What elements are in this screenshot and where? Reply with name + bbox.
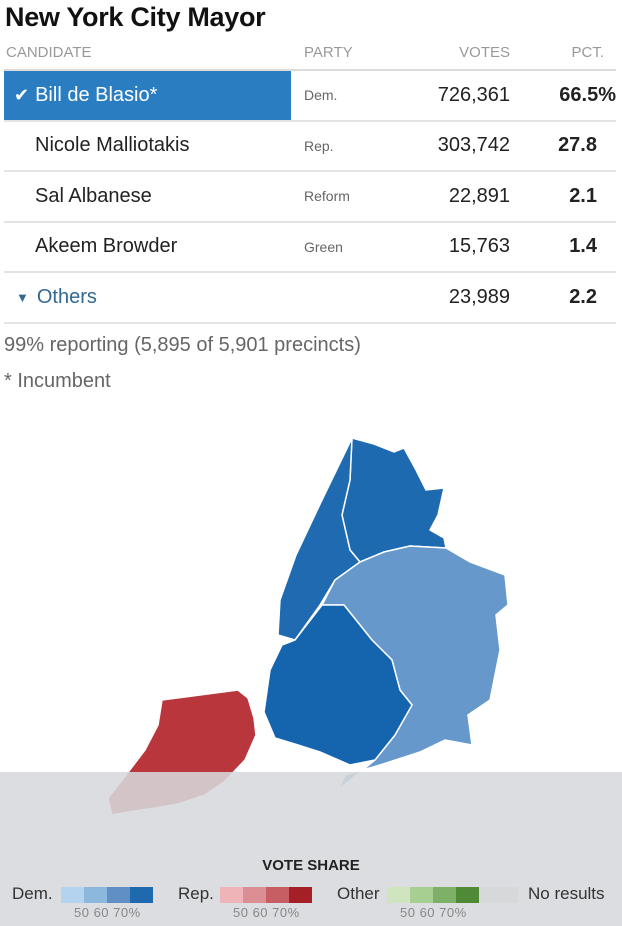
candidate-pct: 27.8 bbox=[558, 134, 597, 157]
winner-highlight bbox=[4, 71, 291, 120]
legend-swatch bbox=[243, 887, 266, 903]
header-candidate: CANDIDATE bbox=[6, 44, 92, 61]
table-row: Akeem Browder Green 15,763 1.4 bbox=[4, 223, 616, 273]
legend-swatch bbox=[387, 887, 410, 903]
candidate-pct: 66.5% bbox=[559, 83, 616, 106]
candidate-pct: 2.1 bbox=[569, 184, 597, 207]
page-title: New York City Mayor bbox=[5, 2, 266, 32]
others-toggle[interactable]: ▼ Others bbox=[4, 273, 97, 322]
header-pct: PCT. bbox=[571, 44, 604, 61]
candidate-votes: 303,742 bbox=[437, 134, 510, 157]
candidate-party: Green bbox=[304, 238, 343, 255]
legend-swatch bbox=[289, 887, 312, 903]
others-label: Others bbox=[36, 285, 97, 308]
legend-rep-label: Rep. bbox=[178, 884, 214, 903]
legend-dem-swatches bbox=[61, 887, 153, 903]
legend-other-ticks: 50 60 70% bbox=[400, 905, 467, 920]
legend-other-swatches bbox=[387, 887, 518, 903]
candidate-votes: 22,891 bbox=[448, 184, 510, 207]
candidate-pct: 1.4 bbox=[569, 235, 597, 258]
legend-swatch bbox=[433, 887, 456, 903]
legend-swatch bbox=[266, 887, 289, 903]
others-toggle-row[interactable]: ▼ Others 23,989 2.2 bbox=[4, 273, 616, 324]
borough-bronx[interactable] bbox=[341, 437, 447, 563]
borough-manhattan[interactable] bbox=[277, 437, 362, 641]
triangle-down-icon: ▼ bbox=[16, 289, 29, 305]
legend-other-label: Other bbox=[337, 884, 380, 903]
candidate-name: Nicole Malliotakis bbox=[35, 134, 190, 157]
candidate-name-cell: ✔ Bill de Blasio* bbox=[4, 71, 157, 120]
borough-brooklyn[interactable] bbox=[263, 604, 413, 766]
header-party: PARTY bbox=[304, 44, 353, 61]
legend-dem-label: Dem. bbox=[12, 884, 53, 903]
candidate-party: Dem. bbox=[304, 87, 338, 104]
table-row: Nicole Malliotakis Rep. 303,742 27.8 bbox=[4, 122, 616, 172]
legend-swatch bbox=[456, 887, 479, 903]
legend-swatch bbox=[61, 887, 84, 903]
results-table: CANDIDATE PARTY VOTES PCT. ✔ Bill de Bla… bbox=[4, 44, 616, 324]
header-votes: VOTES bbox=[459, 44, 510, 61]
candidate-party: Rep. bbox=[304, 137, 334, 154]
candidate-party: Reform bbox=[304, 188, 350, 205]
candidate-name: Sal Albanese bbox=[35, 184, 152, 207]
legend-dem-ticks: 50 60 70% bbox=[74, 905, 141, 920]
legend-swatch bbox=[410, 887, 433, 903]
candidate-votes: 726,361 bbox=[437, 83, 510, 106]
candidate-votes: 15,763 bbox=[448, 235, 510, 258]
table-row: Sal Albanese Reform 22,891 2.1 bbox=[4, 172, 616, 223]
legend-no-results-swatch bbox=[479, 887, 518, 903]
others-pct: 2.2 bbox=[569, 285, 597, 308]
legend-rep-swatches bbox=[220, 887, 312, 903]
incumbent-footnote: * Incumbent bbox=[4, 370, 111, 392]
candidate-name: Akeem Browder bbox=[35, 235, 178, 258]
checkmark-icon: ✔ bbox=[14, 84, 30, 105]
legend-title: VOTE SHARE bbox=[262, 857, 360, 874]
candidate-name: Bill de Blasio* bbox=[35, 83, 158, 106]
legend-swatch bbox=[107, 887, 130, 903]
reporting-status: 99% reporting (5,895 of 5,901 precincts) bbox=[4, 334, 361, 356]
others-votes: 23,989 bbox=[448, 285, 510, 308]
legend-swatch bbox=[130, 887, 153, 903]
legend-swatch bbox=[220, 887, 243, 903]
legend-no-results-label: No results bbox=[528, 884, 605, 903]
legend-rep-ticks: 50 60 70% bbox=[233, 905, 300, 920]
table-row-winner: ✔ Bill de Blasio* Dem. 726,361 66.5% bbox=[4, 71, 616, 122]
legend-swatch bbox=[84, 887, 107, 903]
table-header: CANDIDATE PARTY VOTES PCT. bbox=[4, 44, 616, 71]
